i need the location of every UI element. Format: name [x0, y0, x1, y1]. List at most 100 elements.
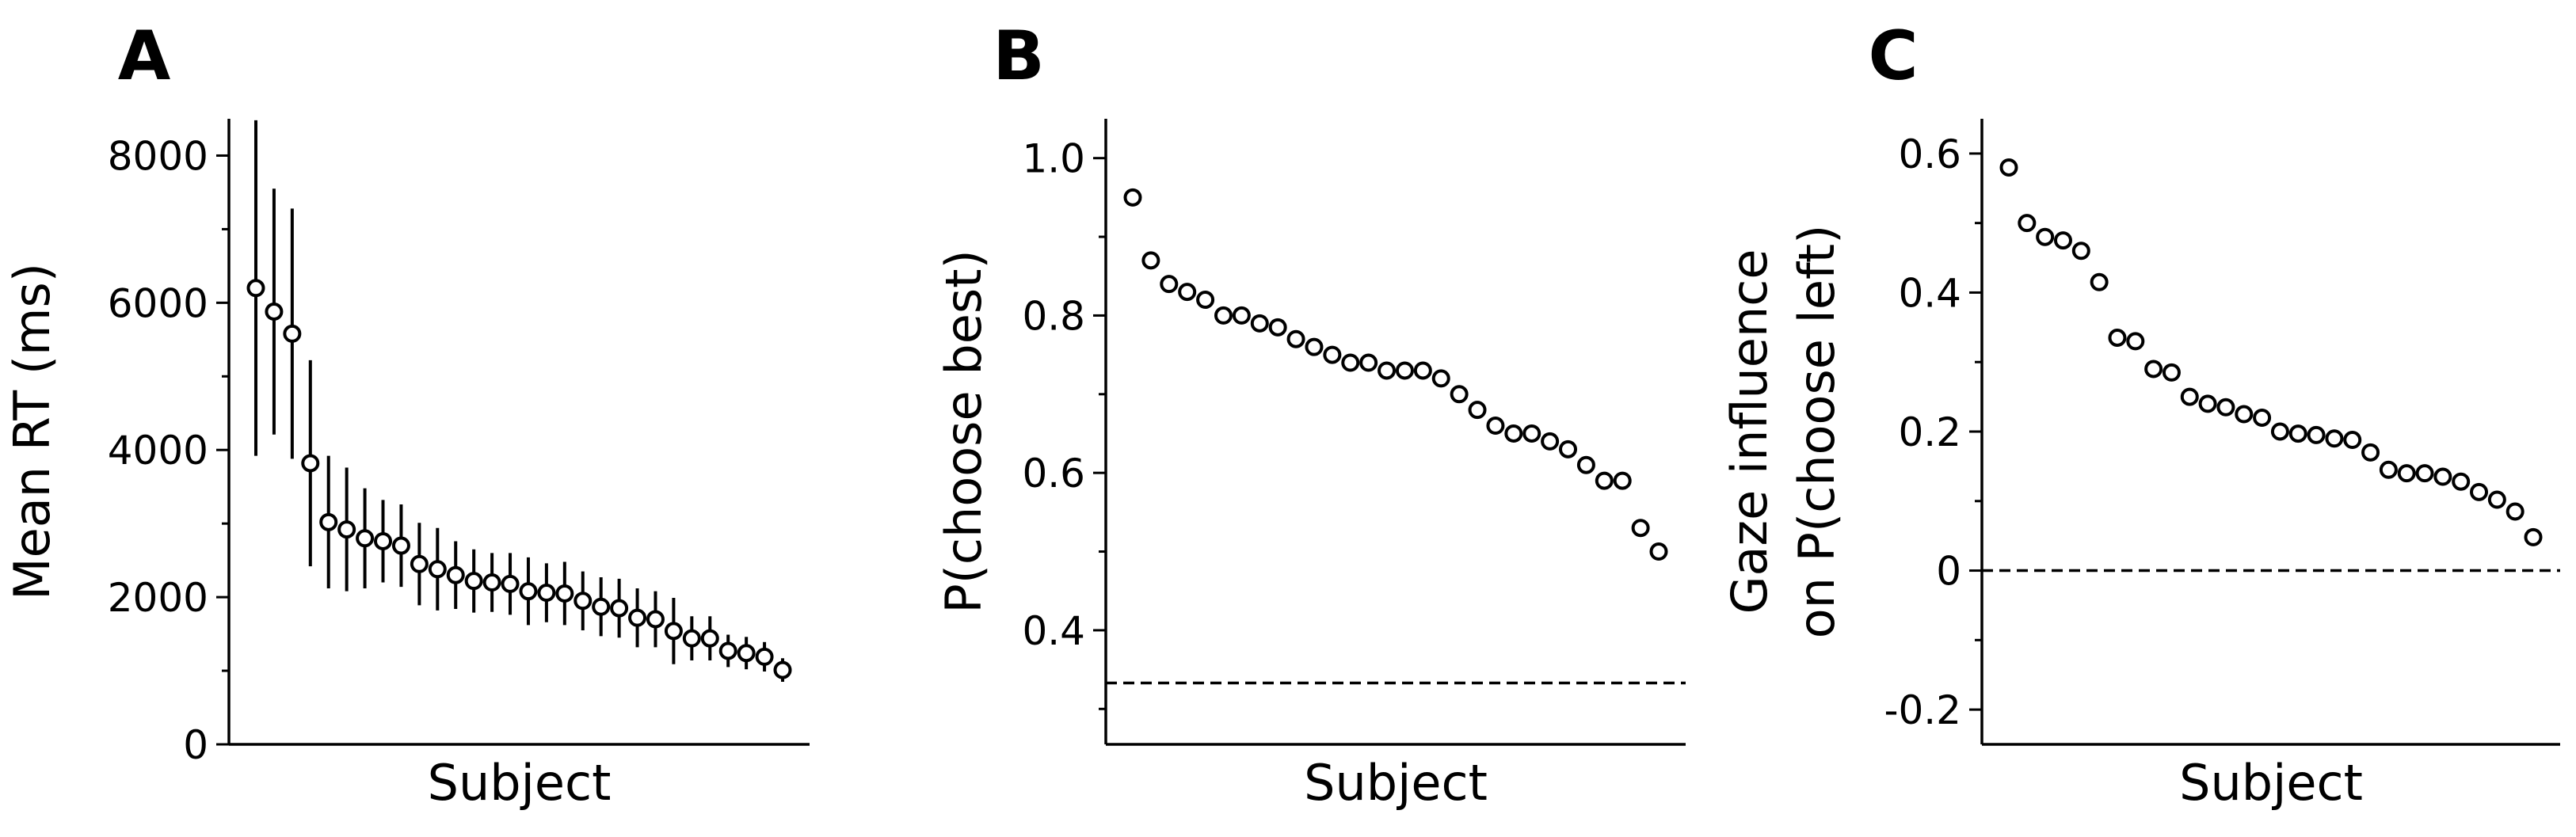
data-point [2090, 272, 2109, 291]
data-point [428, 560, 447, 579]
panel-letter: C [1868, 17, 1918, 96]
data-point [2126, 332, 2145, 351]
data-point [1541, 432, 1560, 451]
data-point [2235, 405, 2254, 424]
data-point [1196, 291, 1215, 310]
data-point [2397, 464, 2416, 483]
data-point [2018, 214, 2037, 233]
data-point [1595, 471, 1614, 490]
data-point [2216, 398, 2235, 417]
data-point [1305, 337, 1324, 356]
data-point [2270, 422, 2289, 441]
data-point [464, 572, 483, 591]
data-point [391, 536, 410, 555]
data-point [737, 644, 756, 663]
y-tick-label: 0.4 [1022, 608, 1085, 654]
data-point [2180, 387, 2199, 406]
data-point [555, 584, 574, 603]
data-point [2361, 443, 2380, 462]
data-point [446, 565, 465, 584]
data-point [1504, 424, 1523, 443]
data-point [664, 622, 683, 641]
data-point [1631, 519, 1650, 538]
data-point [2415, 464, 2434, 483]
data-point [592, 597, 611, 616]
data-point [718, 641, 737, 660]
data-point [1141, 251, 1160, 270]
y-tick-label: 8000 [108, 133, 208, 179]
data-point [682, 629, 701, 648]
data-point [646, 610, 665, 629]
data-point [337, 520, 356, 539]
data-point [2452, 472, 2471, 491]
y-tick-label: 4000 [108, 428, 208, 474]
data-point [1178, 283, 1197, 302]
data-point [1286, 329, 1305, 348]
data-point [1576, 455, 1595, 474]
data-point [1268, 318, 1287, 337]
data-point [1649, 542, 1668, 561]
y-tick-label: 0 [1936, 549, 1961, 595]
panel-B: B 0.4 0.6 0.8 1.0 Subject P(choose best) [935, 17, 1686, 812]
y-axis-label: Mean RT (ms) [3, 263, 61, 600]
data-point [1999, 158, 2018, 177]
data-point [2071, 242, 2090, 261]
data-point [1559, 439, 1578, 458]
data-point [2343, 431, 2362, 450]
data-point [1323, 345, 1342, 364]
y-tick-label: 0.4 [1898, 270, 1961, 316]
y-tick-label: 0.6 [1022, 451, 1085, 496]
x-axis-label: Subject [428, 754, 612, 812]
data-point [2036, 227, 2055, 246]
data-point [1413, 361, 1432, 380]
data-point [482, 573, 501, 592]
data-point [2053, 231, 2072, 250]
data-point [1395, 361, 1414, 380]
data-point [537, 584, 556, 603]
panel-letter: B [993, 17, 1045, 96]
data-point [2379, 460, 2398, 479]
data-point [2162, 363, 2181, 382]
y-tick-label: 0.8 [1022, 293, 1085, 339]
data-point [1431, 369, 1450, 388]
data-point [374, 531, 393, 550]
data-point [2198, 394, 2217, 413]
data-point [2470, 482, 2489, 501]
data-point [356, 529, 375, 548]
data-point [2144, 360, 2163, 379]
data-point [319, 512, 338, 531]
data-point [501, 574, 520, 593]
data-point [1214, 306, 1233, 325]
data-point [1123, 188, 1142, 207]
data-point [2253, 408, 2272, 427]
data-point [2433, 467, 2452, 486]
data-point [265, 302, 284, 321]
data-point [2288, 424, 2307, 443]
y-axis-label: P(choose best) [935, 249, 993, 613]
data-point [246, 279, 265, 298]
data-point [1450, 385, 1469, 404]
data-point [1468, 401, 1487, 420]
y-axis-label-line1: Gaze influence [1721, 249, 1778, 614]
x-axis-label: Subject [2179, 754, 2363, 812]
data-point [628, 608, 647, 627]
y-tick-label: 0.2 [1898, 409, 1961, 455]
data-point [700, 629, 719, 648]
data-point [1613, 471, 1632, 490]
data-point [1341, 353, 1360, 372]
data-point [574, 592, 593, 611]
y-tick-label: 0 [183, 722, 208, 768]
data-point [610, 599, 629, 618]
data-point [301, 454, 320, 473]
data-point [2524, 527, 2543, 546]
data-point [2487, 490, 2506, 509]
x-axis-label: Subject [1304, 754, 1488, 812]
data-point [1522, 424, 1541, 443]
panel-A: A 0 2000 4000 6000 8000 Subject Mean RT (ms) [3, 17, 810, 812]
data-point [1250, 314, 1269, 333]
data-point [2307, 425, 2326, 444]
data-point [1359, 353, 1378, 372]
y-tick-label: -0.2 [1884, 687, 1961, 733]
y-tick-label: 0.6 [1898, 131, 1961, 177]
data-point [2325, 429, 2344, 448]
